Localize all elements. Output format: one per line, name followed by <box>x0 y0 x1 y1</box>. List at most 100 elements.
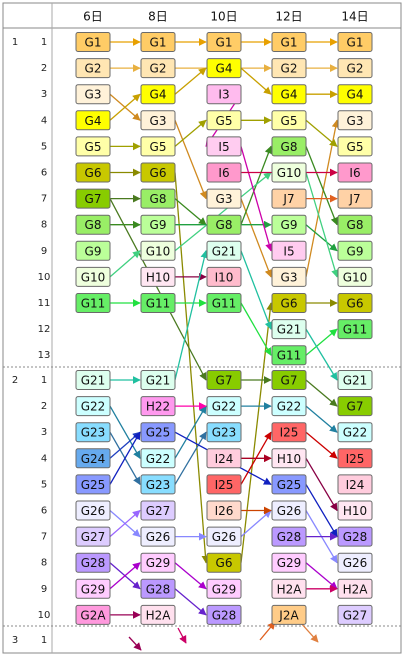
task-node[interactable]: G27 <box>337 604 373 625</box>
task-node[interactable]: G2 <box>75 58 111 79</box>
task-node[interactable]: G9 <box>337 240 373 261</box>
task-node[interactable]: G7 <box>337 396 373 417</box>
task-node[interactable]: G3 <box>271 266 307 287</box>
task-node[interactable]: G2 <box>271 58 307 79</box>
task-node[interactable]: I5 <box>271 240 307 261</box>
task-node[interactable]: G8 <box>75 214 111 235</box>
task-node[interactable]: G11 <box>140 293 176 313</box>
task-node[interactable]: G3 <box>337 110 373 131</box>
task-node[interactable]: G6 <box>206 552 242 573</box>
task-node[interactable]: G26 <box>337 552 373 573</box>
task-node[interactable]: G26 <box>271 500 307 521</box>
task-node[interactable]: I3 <box>206 84 242 105</box>
task-node[interactable]: I24 <box>337 474 373 495</box>
task-node[interactable]: G23 <box>75 422 111 443</box>
task-node[interactable]: G11 <box>271 345 307 366</box>
task-node[interactable]: H22 <box>140 396 176 417</box>
task-node[interactable]: I25 <box>206 474 242 495</box>
task-node[interactable]: H2A <box>271 578 307 599</box>
task-node[interactable]: G4 <box>271 84 307 105</box>
task-node[interactable]: G22 <box>271 396 307 417</box>
task-node[interactable]: G6 <box>337 293 373 313</box>
task-node[interactable]: J2A <box>271 604 307 625</box>
task-node[interactable]: J7 <box>271 188 307 209</box>
task-node[interactable]: G26 <box>75 500 111 521</box>
task-node[interactable]: H2A <box>140 604 176 625</box>
task-node[interactable]: G10 <box>271 162 307 183</box>
task-node[interactable]: G29 <box>206 578 242 599</box>
task-node[interactable]: G22 <box>206 396 242 417</box>
task-node[interactable]: G25 <box>75 474 111 495</box>
task-node[interactable]: I6 <box>337 162 373 183</box>
task-node[interactable]: H10 <box>140 266 176 287</box>
task-node[interactable]: G6 <box>140 162 176 183</box>
task-node[interactable]: I10 <box>206 266 242 287</box>
task-node[interactable]: G10 <box>337 266 373 287</box>
task-node[interactable]: G9 <box>140 214 176 235</box>
task-node[interactable]: G23 <box>206 422 242 443</box>
task-node[interactable]: H10 <box>271 448 307 469</box>
task-node[interactable]: G5 <box>140 136 176 157</box>
task-node[interactable]: G4 <box>337 84 373 105</box>
task-node[interactable]: G21 <box>206 240 242 261</box>
task-node[interactable]: G29 <box>75 578 111 599</box>
task-node[interactable]: G22 <box>75 396 111 417</box>
task-node[interactable]: I6 <box>206 162 242 183</box>
task-node[interactable]: G4 <box>75 110 111 131</box>
task-node[interactable]: G27 <box>140 500 176 521</box>
task-node[interactable]: G11 <box>75 293 111 313</box>
task-node[interactable]: G25 <box>140 422 176 443</box>
task-node[interactable]: G7 <box>75 188 111 209</box>
task-node[interactable]: G28 <box>75 552 111 573</box>
task-node[interactable]: G29 <box>271 552 307 573</box>
task-node[interactable]: G9 <box>271 214 307 235</box>
task-node[interactable]: G11 <box>206 293 242 313</box>
task-node[interactable]: G1 <box>206 32 242 52</box>
task-node[interactable]: I26 <box>206 500 242 521</box>
task-node[interactable]: G3 <box>206 188 242 209</box>
task-node[interactable]: H2A <box>337 578 373 599</box>
task-node[interactable]: G8 <box>140 188 176 209</box>
task-node[interactable]: G21 <box>271 319 307 340</box>
task-node[interactable]: I24 <box>206 448 242 469</box>
task-node[interactable]: G3 <box>140 110 176 131</box>
task-node[interactable]: G2A <box>75 604 111 625</box>
task-node[interactable]: G28 <box>140 578 176 599</box>
task-node[interactable]: G28 <box>206 604 242 625</box>
task-node[interactable]: G5 <box>206 110 242 131</box>
task-node[interactable]: G26 <box>140 526 176 547</box>
task-node[interactable]: G8 <box>206 214 242 235</box>
task-node[interactable]: G7 <box>271 370 307 390</box>
task-node[interactable]: G5 <box>337 136 373 157</box>
task-node[interactable]: G21 <box>140 370 176 390</box>
task-node[interactable]: G6 <box>75 162 111 183</box>
task-node[interactable]: G1 <box>271 32 307 52</box>
task-node[interactable]: G11 <box>337 319 373 340</box>
task-node[interactable]: G8 <box>271 136 307 157</box>
task-node[interactable]: G5 <box>271 110 307 131</box>
task-node[interactable]: G8 <box>337 214 373 235</box>
task-node[interactable]: G3 <box>75 84 111 105</box>
task-node[interactable]: G27 <box>75 526 111 547</box>
task-node[interactable]: I25 <box>337 448 373 469</box>
task-node[interactable]: H10 <box>337 500 373 521</box>
task-node[interactable]: G2 <box>140 58 176 79</box>
task-node[interactable]: G10 <box>140 240 176 261</box>
task-node[interactable]: G22 <box>337 422 373 443</box>
task-node[interactable]: G2 <box>337 58 373 79</box>
task-node[interactable]: G28 <box>271 526 307 547</box>
task-node[interactable]: G1 <box>75 32 111 52</box>
task-node[interactable]: G9 <box>75 240 111 261</box>
task-node[interactable]: I25 <box>271 422 307 443</box>
task-node[interactable]: G1 <box>337 32 373 52</box>
task-node[interactable]: G10 <box>75 266 111 287</box>
task-node[interactable]: J7 <box>337 188 373 209</box>
task-node[interactable]: G28 <box>337 526 373 547</box>
task-node[interactable]: G4 <box>140 84 176 105</box>
task-node[interactable]: G26 <box>206 526 242 547</box>
task-node[interactable]: G21 <box>337 370 373 390</box>
task-node[interactable]: I5 <box>206 136 242 157</box>
task-node[interactable]: G24 <box>75 448 111 469</box>
task-node[interactable]: G6 <box>271 293 307 313</box>
task-node[interactable]: G23 <box>140 474 176 495</box>
